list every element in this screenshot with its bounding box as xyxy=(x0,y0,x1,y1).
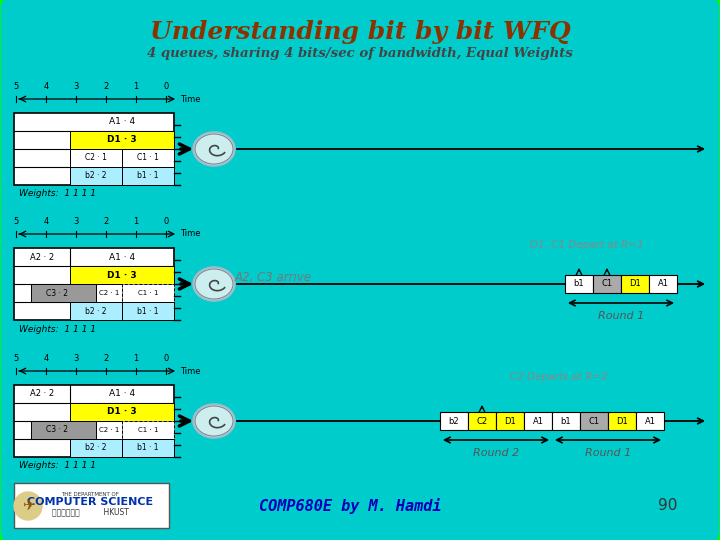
Text: b1 · 1: b1 · 1 xyxy=(138,307,158,315)
Bar xyxy=(122,284,174,302)
Text: Weights:  1 1 1 1: Weights: 1 1 1 1 xyxy=(19,325,96,334)
Text: 4: 4 xyxy=(43,217,49,226)
Text: A1: A1 xyxy=(644,416,655,426)
Text: Round 1: Round 1 xyxy=(585,448,631,458)
Text: Weights:  1 1 1 1: Weights: 1 1 1 1 xyxy=(19,190,96,199)
Bar xyxy=(608,412,636,430)
Text: b1: b1 xyxy=(574,280,585,288)
Text: C1 · 1: C1 · 1 xyxy=(138,427,158,433)
Bar xyxy=(621,275,649,293)
Text: b2 · 2: b2 · 2 xyxy=(85,172,107,180)
Text: 5: 5 xyxy=(14,82,19,91)
Ellipse shape xyxy=(193,267,235,301)
Text: D1: D1 xyxy=(629,280,641,288)
Text: b2 · 2: b2 · 2 xyxy=(85,307,107,315)
Text: C2 · 1: C2 · 1 xyxy=(85,153,107,163)
Ellipse shape xyxy=(195,134,233,164)
Text: Weights:  1 1 1 1: Weights: 1 1 1 1 xyxy=(19,462,96,470)
Bar xyxy=(636,412,664,430)
Circle shape xyxy=(14,492,42,520)
Text: THE DEPARTMENT OF: THE DEPARTMENT OF xyxy=(61,491,119,496)
Text: A1: A1 xyxy=(533,416,544,426)
Text: ✈: ✈ xyxy=(22,498,35,514)
Text: 2: 2 xyxy=(104,354,109,363)
Bar xyxy=(70,302,122,320)
Bar xyxy=(468,412,496,430)
Text: Understanding bit by bit WFQ: Understanding bit by bit WFQ xyxy=(150,20,570,44)
Text: A1 · 4: A1 · 4 xyxy=(109,253,135,261)
Bar xyxy=(14,113,174,185)
Text: Time: Time xyxy=(180,94,200,104)
Text: Round 2: Round 2 xyxy=(473,448,519,458)
Text: 5: 5 xyxy=(14,217,19,226)
Text: b1: b1 xyxy=(561,416,571,426)
Ellipse shape xyxy=(193,132,235,166)
Text: 4: 4 xyxy=(43,82,49,91)
Text: A2 · 2: A2 · 2 xyxy=(30,389,54,399)
Text: D1 · 3: D1 · 3 xyxy=(107,408,137,416)
Ellipse shape xyxy=(195,269,233,299)
Bar xyxy=(31,284,96,302)
Text: Time: Time xyxy=(180,230,200,239)
Text: C2: C2 xyxy=(477,416,487,426)
Bar xyxy=(593,275,621,293)
Text: A2 · 2: A2 · 2 xyxy=(30,253,54,261)
Text: 4 queues, sharing 4 bits/sec of bandwidth, Equal Weights: 4 queues, sharing 4 bits/sec of bandwidt… xyxy=(147,46,573,59)
Text: D1 · 3: D1 · 3 xyxy=(107,271,137,280)
Text: C3 · 2: C3 · 2 xyxy=(46,426,68,435)
Text: COMP680E by M. Hamdi: COMP680E by M. Hamdi xyxy=(258,498,441,514)
Text: b2 · 2: b2 · 2 xyxy=(85,443,107,453)
Text: 1: 1 xyxy=(133,217,139,226)
Text: Time: Time xyxy=(180,367,200,375)
Bar xyxy=(31,421,96,439)
Text: C2 · 1: C2 · 1 xyxy=(99,427,120,433)
Text: 5: 5 xyxy=(14,354,19,363)
Bar xyxy=(70,131,174,149)
Text: 3: 3 xyxy=(73,217,78,226)
Bar xyxy=(70,439,122,457)
Text: 1: 1 xyxy=(133,354,139,363)
Bar xyxy=(122,167,174,185)
Text: b1 · 1: b1 · 1 xyxy=(138,172,158,180)
Bar xyxy=(70,167,122,185)
Text: COMPUTER SCIENCE: COMPUTER SCIENCE xyxy=(27,497,153,507)
Bar xyxy=(552,412,580,430)
Text: C1: C1 xyxy=(588,416,600,426)
Text: 0: 0 xyxy=(163,354,168,363)
Text: C1 · 1: C1 · 1 xyxy=(138,290,158,296)
Text: D1: D1 xyxy=(504,416,516,426)
Text: A1 · 4: A1 · 4 xyxy=(109,389,135,399)
Bar xyxy=(122,149,174,167)
Text: C1: C1 xyxy=(601,280,613,288)
Bar xyxy=(580,412,608,430)
Bar xyxy=(122,439,174,457)
Text: b2: b2 xyxy=(449,416,459,426)
Text: Round 1: Round 1 xyxy=(598,311,644,321)
Text: C3 · 2: C3 · 2 xyxy=(46,288,68,298)
Text: b1 · 1: b1 · 1 xyxy=(138,443,158,453)
Ellipse shape xyxy=(193,404,235,438)
Bar xyxy=(649,275,677,293)
Text: 計算機科學系          HKUST: 計算機科學系 HKUST xyxy=(52,508,128,516)
Text: D1: D1 xyxy=(616,416,628,426)
Text: 90: 90 xyxy=(658,498,678,514)
Text: A2, C3 arrive: A2, C3 arrive xyxy=(235,272,312,285)
Text: 1: 1 xyxy=(133,82,139,91)
Bar xyxy=(14,483,169,528)
Bar xyxy=(14,248,174,320)
Text: C1 · 1: C1 · 1 xyxy=(137,153,159,163)
Bar xyxy=(70,149,122,167)
Bar xyxy=(14,385,174,457)
Bar xyxy=(96,284,122,302)
Text: 4: 4 xyxy=(43,354,49,363)
Text: C2 · 1: C2 · 1 xyxy=(99,290,120,296)
Text: A1 · 4: A1 · 4 xyxy=(109,118,135,126)
Bar xyxy=(122,302,174,320)
Text: 2: 2 xyxy=(104,82,109,91)
Ellipse shape xyxy=(195,406,233,436)
Bar xyxy=(496,412,524,430)
Bar xyxy=(524,412,552,430)
Bar xyxy=(565,275,593,293)
Text: 3: 3 xyxy=(73,354,78,363)
